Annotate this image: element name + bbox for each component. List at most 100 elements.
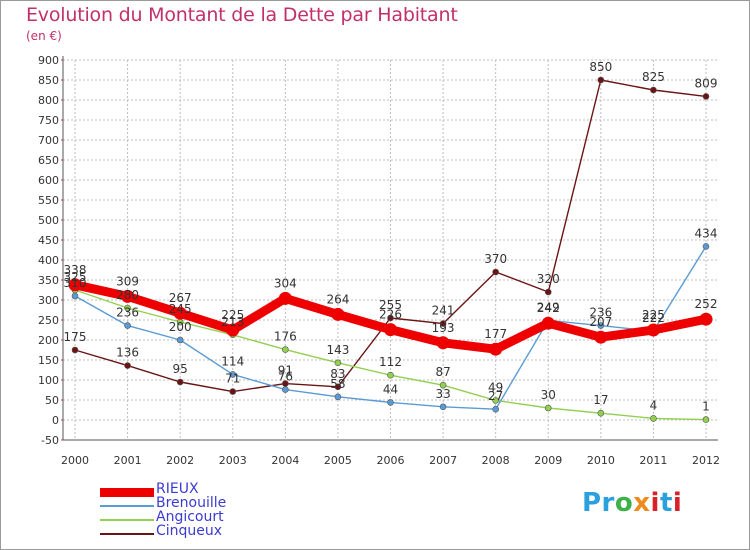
legend-label-brenouille: Brenouille [156, 495, 227, 511]
y-tick-label: 900 [38, 54, 59, 67]
x-tick-label: 2006 [377, 454, 405, 467]
y-tick-label: -50 [41, 434, 59, 447]
x-tick-label: 2010 [587, 454, 615, 467]
data-point-rieux [331, 307, 345, 321]
data-point-cinqueux [334, 383, 342, 391]
data-label-cinqueux: 175 [64, 330, 87, 344]
data-label-brenouille: 310 [64, 276, 87, 290]
data-label-rieux: 304 [274, 276, 297, 290]
data-point-rieux [173, 306, 187, 320]
data-label-rieux: 252 [695, 297, 718, 311]
data-label-brenouille: 434 [695, 226, 718, 240]
data-point-brenouille [387, 399, 394, 406]
data-point-angicourt [702, 416, 710, 423]
data-point-angicourt [544, 404, 552, 412]
data-point-rieux [278, 291, 292, 305]
data-point-rieux [699, 312, 713, 326]
chart-subtitle: (en €) [26, 29, 62, 43]
data-label-angicourt: 245 [169, 302, 192, 316]
data-point-brenouille [124, 322, 131, 329]
data-point-brenouille [334, 393, 342, 401]
legend-swatch-brenouille [100, 505, 154, 507]
data-label-rieux: 264 [326, 292, 349, 306]
data-label-angicourt: 1 [702, 400, 710, 414]
x-tick-label: 2001 [114, 454, 142, 467]
y-tick-label: 350 [38, 274, 59, 287]
data-point-rieux [68, 278, 82, 292]
data-label-brenouille: 33 [435, 387, 450, 401]
legend-swatch-rieux [100, 488, 154, 497]
y-tick-label: 200 [38, 334, 59, 347]
y-tick-label: 800 [38, 94, 59, 107]
data-label-cinqueux: 809 [695, 76, 718, 90]
data-point-angicourt [650, 415, 657, 422]
data-label-rieux: 225 [642, 308, 665, 322]
data-point-cinqueux [492, 268, 499, 276]
chart-title: Evolution du Montant de la Dette par Hab… [26, 4, 458, 26]
y-tick-label: 700 [38, 134, 59, 147]
data-point-brenouille [282, 386, 289, 393]
x-tick-label: 2002 [166, 454, 194, 467]
data-point-brenouille [597, 322, 605, 329]
data-point-cinqueux [702, 93, 710, 100]
data-label-brenouille: 200 [169, 320, 192, 334]
y-tick-label: 150 [38, 354, 59, 367]
x-tick-label: 2012 [692, 454, 720, 467]
y-tick-label: 650 [38, 154, 59, 167]
data-label-brenouille: 249 [537, 300, 560, 314]
data-label-cinqueux: 136 [116, 346, 139, 360]
y-tick-label: 500 [38, 214, 59, 227]
data-label-angicourt: 112 [379, 355, 402, 369]
data-label-cinqueux: 255 [379, 298, 402, 312]
y-tick-label: 600 [38, 174, 59, 187]
data-label-rieux: 338 [64, 263, 87, 277]
y-tick-label: 100 [38, 374, 59, 387]
data-label-angicourt: 87 [435, 365, 450, 379]
data-point-rieux [594, 330, 608, 344]
data-label-rieux: 225 [221, 308, 244, 322]
data-label-brenouille: 114 [221, 354, 244, 368]
y-tick-label: 450 [38, 234, 59, 247]
data-label-cinqueux: 95 [173, 362, 188, 376]
data-point-angicourt [334, 359, 342, 367]
data-point-rieux [226, 323, 240, 337]
y-tick-label: 0 [52, 414, 59, 427]
data-label-angicourt: 213 [221, 315, 244, 329]
data-label-cinqueux: 241 [432, 304, 455, 318]
data-point-cinqueux [176, 378, 184, 386]
data-label-cinqueux: 320 [537, 272, 560, 286]
x-tick-label: 2003 [219, 454, 247, 467]
data-point-cinqueux [124, 362, 131, 369]
y-tick-label: 550 [38, 194, 59, 207]
data-point-rieux [436, 336, 450, 350]
data-label-rieux: 226 [379, 308, 402, 322]
data-label-brenouille: 58 [330, 377, 345, 391]
data-label-rieux: 309 [116, 274, 139, 288]
data-point-angicourt [439, 381, 447, 389]
data-point-rieux [121, 289, 135, 303]
data-point-cinqueux [229, 388, 237, 395]
x-tick-label: 2004 [271, 454, 299, 467]
data-label-cinqueux: 825 [642, 70, 665, 84]
data-label-angicourt: 4 [650, 398, 658, 412]
data-point-angicourt [597, 409, 605, 417]
data-label-brenouille: 222 [642, 311, 665, 325]
data-point-brenouille [229, 371, 237, 378]
legend-swatch-cinqueux [100, 533, 154, 535]
y-tick-label: 300 [38, 294, 59, 307]
data-point-brenouille [439, 403, 447, 411]
data-label-rieux: 267 [169, 291, 192, 305]
data-label-angicourt: 280 [116, 288, 139, 302]
data-point-cinqueux [387, 314, 394, 322]
y-tick-label: 50 [45, 394, 59, 407]
data-label-brenouille: 27 [488, 389, 503, 403]
x-tick-label: 2008 [482, 454, 510, 467]
legend-label-angicourt: Angicourt [156, 509, 224, 525]
data-point-cinqueux [650, 86, 657, 94]
data-point-rieux [541, 316, 555, 330]
data-point-brenouille [176, 336, 184, 344]
data-point-brenouille [492, 405, 499, 413]
data-point-angicourt [387, 371, 394, 379]
